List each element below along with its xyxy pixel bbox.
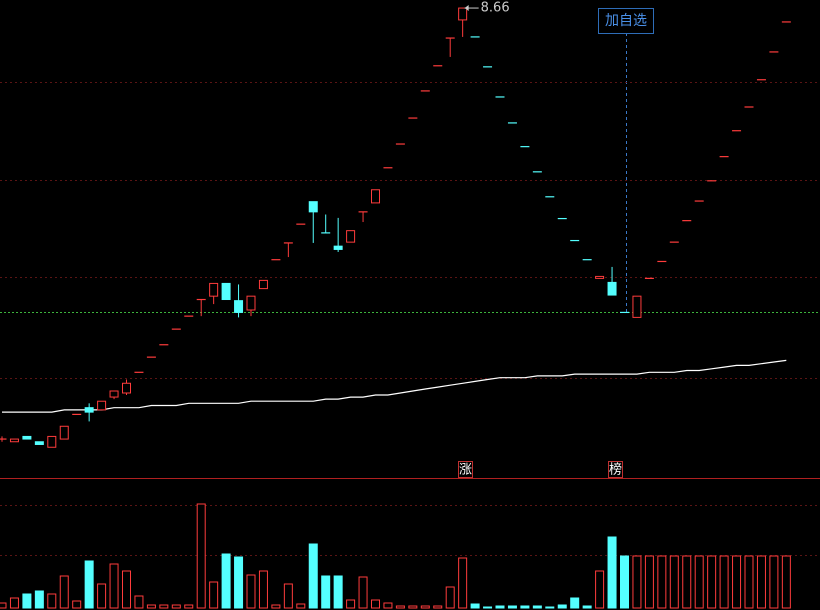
volume-bar	[383, 602, 393, 609]
volume-bar	[507, 605, 517, 609]
volume-bar	[371, 599, 380, 609]
volume-bar	[333, 575, 343, 609]
candle-body	[9, 438, 19, 443]
marker-label: 榜	[609, 462, 622, 478]
candle-body	[346, 230, 356, 243]
candle-body	[84, 407, 94, 413]
volume-bar	[470, 603, 480, 609]
volume-bar	[682, 555, 692, 609]
volume-bar	[283, 583, 293, 609]
volume-bar	[632, 555, 642, 609]
volume-bar	[221, 553, 231, 609]
volume-bar	[756, 555, 766, 609]
volume-bar	[669, 555, 679, 609]
volume-bar	[395, 605, 405, 609]
volume-bar	[308, 543, 318, 609]
volume-bar	[271, 604, 281, 609]
volume-bar	[781, 555, 791, 609]
volume-bar	[445, 586, 455, 609]
volume-bar	[134, 595, 144, 609]
candle-body	[595, 275, 605, 279]
volume-bar	[495, 605, 505, 609]
candle-body	[234, 300, 244, 313]
volume-bar	[22, 593, 32, 609]
volume-bar	[258, 570, 268, 609]
candle-body	[308, 201, 318, 213]
volume-bar	[34, 590, 44, 609]
candle-body	[607, 281, 617, 296]
candle-body	[209, 282, 219, 297]
volume-bar	[97, 583, 107, 609]
volume-bar	[707, 555, 717, 609]
candle-body	[47, 435, 57, 448]
volume-bar	[433, 605, 443, 609]
volume-bar	[346, 599, 356, 609]
marker-label: 涨	[459, 463, 472, 478]
volume-bar	[694, 555, 704, 609]
volume-bar	[234, 556, 244, 609]
volume-bar	[483, 606, 493, 609]
volume-bar	[184, 604, 194, 609]
candle-body	[458, 7, 468, 21]
volume-bar	[557, 604, 567, 609]
volume-bar	[72, 600, 82, 609]
marker-box	[608, 461, 623, 478]
candle-body	[109, 390, 119, 398]
volume-bar	[296, 603, 306, 609]
volume-bar	[109, 563, 119, 609]
volume-bar	[744, 555, 754, 609]
volume-bar	[769, 555, 779, 609]
volume-bar	[719, 555, 729, 609]
watch-button[interactable]: 加自选	[605, 13, 647, 29]
candle-body	[371, 189, 380, 204]
candle-body	[22, 435, 32, 440]
watch-button-box[interactable]	[598, 8, 654, 34]
candle-body	[258, 279, 268, 290]
volume-bar	[47, 593, 57, 609]
volume-bar	[0, 602, 7, 609]
candle-body	[246, 295, 256, 311]
volume-bar	[146, 604, 156, 609]
volume-bar	[321, 575, 331, 609]
volume-bar	[420, 605, 430, 609]
volume-bar	[620, 555, 629, 609]
ma-line	[2, 359, 787, 413]
volume-bar	[59, 575, 69, 609]
volume-bar	[582, 605, 592, 609]
candle-body	[632, 295, 642, 318]
max-arrow-head	[464, 5, 469, 12]
volume-bar	[595, 570, 605, 609]
volume-bar	[246, 574, 256, 609]
volume-bar	[122, 570, 131, 609]
candle-body	[59, 425, 69, 440]
volume-bar	[607, 536, 617, 609]
volume-bar	[732, 555, 742, 609]
volume-bar	[545, 606, 555, 609]
volume-bar	[532, 605, 542, 609]
candle-body	[333, 245, 343, 250]
marker-box	[458, 461, 473, 478]
volume-bar	[196, 503, 206, 609]
volume-bar	[520, 605, 530, 609]
volume-bar	[84, 560, 94, 609]
volume-bar	[657, 555, 667, 609]
candle-body	[122, 382, 131, 394]
candle-body	[34, 441, 44, 445]
volume-bar	[358, 576, 368, 609]
max-price-label: 8.66	[481, 1, 510, 16]
volume-bar	[408, 605, 418, 609]
volume-bar	[644, 555, 654, 609]
candle-body	[221, 282, 231, 301]
volume-bar	[159, 604, 169, 609]
volume-bar	[209, 581, 219, 609]
volume-bar	[570, 597, 580, 609]
volume-bar	[458, 557, 468, 609]
volume-bar	[171, 604, 181, 609]
volume-bar	[9, 597, 19, 609]
candle-body	[97, 400, 107, 411]
